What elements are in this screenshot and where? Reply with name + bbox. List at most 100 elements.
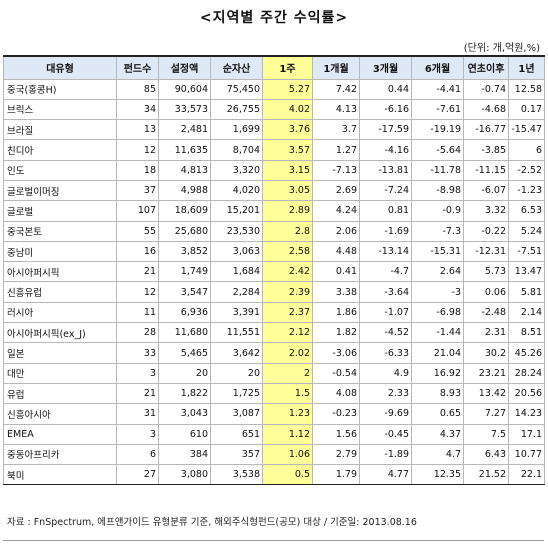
- cell-6-month: -7.3: [411, 220, 464, 242]
- cell-6-month: -8.98: [411, 179, 464, 202]
- cell-fund-count: 13: [116, 119, 159, 141]
- cell-1-week: 1.12: [262, 423, 313, 445]
- cell-1-month: 7.42: [312, 78, 360, 100]
- cell-1-year: 12.58: [508, 78, 545, 100]
- cell-1-year: -2.52: [508, 159, 545, 181]
- cell-3-month: 4.9: [359, 362, 412, 384]
- header-1-week: 1주: [262, 55, 313, 80]
- cell-1-month: 1.27: [312, 139, 360, 161]
- cell-3-month: -1.07: [359, 301, 412, 324]
- cell-type: 아시아퍼시픽: [3, 261, 117, 283]
- cell-1-year: 6.53: [508, 200, 545, 222]
- cell-ytd: 2.31: [463, 322, 509, 344]
- cell-type: 아시아퍼시픽(ex_J): [3, 322, 117, 344]
- cell-net-assets: 75,450: [210, 78, 263, 100]
- cell-1-year: 22.1: [508, 464, 545, 486]
- cell-net-assets: 651: [210, 423, 263, 445]
- cell-1-week: 2.8: [262, 220, 313, 242]
- cell-3-month: -9.69: [359, 403, 412, 425]
- header-1-year: 1년: [508, 55, 545, 80]
- cell-6-month: 8.93: [411, 382, 464, 405]
- cell-1-month: 2.79: [312, 443, 360, 466]
- table-row: 브릭스 34 33,573 26,755 4.02 4.13 -6.16 -7.61 -4.68…: [3, 98, 545, 121]
- unit-note: (단위: 개,억원,%): [463, 43, 540, 54]
- cell-1-year: 5.24: [508, 220, 545, 242]
- cell-set-amount: 33,573: [158, 98, 211, 121]
- cell-type: 중동아프리카: [3, 443, 117, 466]
- cell-1-week: 3.05: [262, 179, 313, 202]
- page-title: <지역별 주간 수익률>: [199, 10, 349, 26]
- table-row: 글로벌이머징 37 4,988 4,020 3.05 2.69 -7.24 -8.98 -6.0…: [3, 179, 545, 202]
- cell-type: 신흥유럽: [3, 281, 117, 303]
- cell-fund-count: 12: [116, 139, 159, 161]
- cell-net-assets: 2,284: [210, 281, 263, 303]
- cell-1-week: 2.58: [262, 240, 313, 263]
- cell-set-amount: 6,936: [158, 301, 211, 324]
- header-ytd: 연초이후: [463, 55, 509, 80]
- cell-set-amount: 610: [158, 423, 211, 445]
- cell-1-year: 20.56: [508, 382, 545, 405]
- header-6-month: 6개월: [411, 55, 464, 80]
- cell-6-month: 4.37: [411, 423, 464, 445]
- cell-set-amount: 11,635: [158, 139, 211, 161]
- cell-ytd: -6.07: [463, 179, 509, 202]
- cell-6-month: -3: [411, 281, 464, 303]
- cell-set-amount: 384: [158, 443, 211, 466]
- cell-1-week: 2.39: [262, 281, 313, 303]
- cell-fund-count: 11: [116, 301, 159, 324]
- header-fund-count: 펀드수: [116, 55, 159, 80]
- table-row: 브라질 13 2,481 1,699 3.76 3.7 -17.59 -19.19 -16.77…: [3, 119, 545, 141]
- cell-fund-count: 21: [116, 382, 159, 405]
- cell-6-month: 0.65: [411, 403, 464, 425]
- cell-1-week: 5.27: [262, 78, 313, 100]
- table-row: 친디아 12 11,635 8,704 3.57 1.27 -4.16 -5.64 -3.85 6: [3, 139, 545, 161]
- cell-1-year: 5.81: [508, 281, 545, 303]
- cell-1-week: 1.06: [262, 443, 313, 466]
- cell-ytd: 30.2: [463, 342, 509, 364]
- header-3-month: 3개월: [359, 55, 412, 80]
- table-row: 북미 27 3,080 3,538 0.5 1.79 4.77 12.35 21.52 22.1: [3, 464, 545, 486]
- cell-1-year: 17.1: [508, 423, 545, 445]
- cell-type: 유럽: [3, 382, 117, 405]
- cell-fund-count: 55: [116, 220, 159, 242]
- cell-type: 친디아: [3, 139, 117, 161]
- cell-ytd: 13.42: [463, 382, 509, 405]
- cell-set-amount: 90,604: [158, 78, 211, 100]
- cell-1-year: -7.51: [508, 240, 545, 263]
- table-row: 중국본토 55 25,680 23,530 2.8 2.06 -1.69 -7.3 -0.22 5…: [3, 220, 545, 242]
- table-row: 중남미 16 3,852 3,063 2.58 4.48 -13.14 -15.31 -12.3…: [3, 240, 545, 263]
- cell-6-month: -19.19: [411, 119, 464, 141]
- cell-ytd: -12.31: [463, 240, 509, 263]
- cell-type: 대만: [3, 362, 117, 384]
- table-body: 중국(홍콩H) 85 90,604 75,450 5.27 7.42 0.44 -4.41 -0…: [3, 78, 545, 486]
- cell-net-assets: 8,704: [210, 139, 263, 161]
- cell-1-week: 2.89: [262, 200, 313, 222]
- cell-net-assets: 15,201: [210, 200, 263, 222]
- cell-6-month: -7.61: [411, 98, 464, 121]
- cell-3-month: -6.33: [359, 342, 412, 364]
- cell-3-month: -7.24: [359, 179, 412, 202]
- header-set-amount: 설정액: [158, 55, 211, 80]
- cell-6-month: 12.35: [411, 464, 464, 486]
- table-row: 신흥아시아 31 3,043 3,087 1.23 -0.23 -9.69 0.65 7.27 1…: [3, 403, 545, 425]
- cell-1-year: 28.24: [508, 362, 545, 384]
- cell-1-year: 45.26: [508, 342, 545, 364]
- cell-set-amount: 5,465: [158, 342, 211, 364]
- cell-ytd: 7.5: [463, 423, 509, 445]
- table-row: 대만 3 20 20 2 -0.54 4.9 16.92 23.21 28.24: [3, 362, 545, 384]
- table-row: 중국(홍콩H) 85 90,604 75,450 5.27 7.42 0.44 -4.41 -0…: [3, 78, 545, 100]
- cell-1-year: -1.23: [508, 179, 545, 202]
- cell-type: 글로벌이머징: [3, 179, 117, 202]
- cell-3-month: -6.16: [359, 98, 412, 121]
- cell-6-month: 21.04: [411, 342, 464, 364]
- cell-1-week: 2.02: [262, 342, 313, 364]
- cell-net-assets: 11,551: [210, 322, 263, 344]
- cell-ytd: 3.32: [463, 200, 509, 222]
- cell-ytd: 0.06: [463, 281, 509, 303]
- cell-3-month: 0.81: [359, 200, 412, 222]
- cell-6-month: -4.41: [411, 78, 464, 100]
- cell-3-month: -0.45: [359, 423, 412, 445]
- cell-ytd: -11.15: [463, 159, 509, 181]
- cell-net-assets: 3,538: [210, 464, 263, 486]
- cell-1-week: 2: [262, 362, 313, 384]
